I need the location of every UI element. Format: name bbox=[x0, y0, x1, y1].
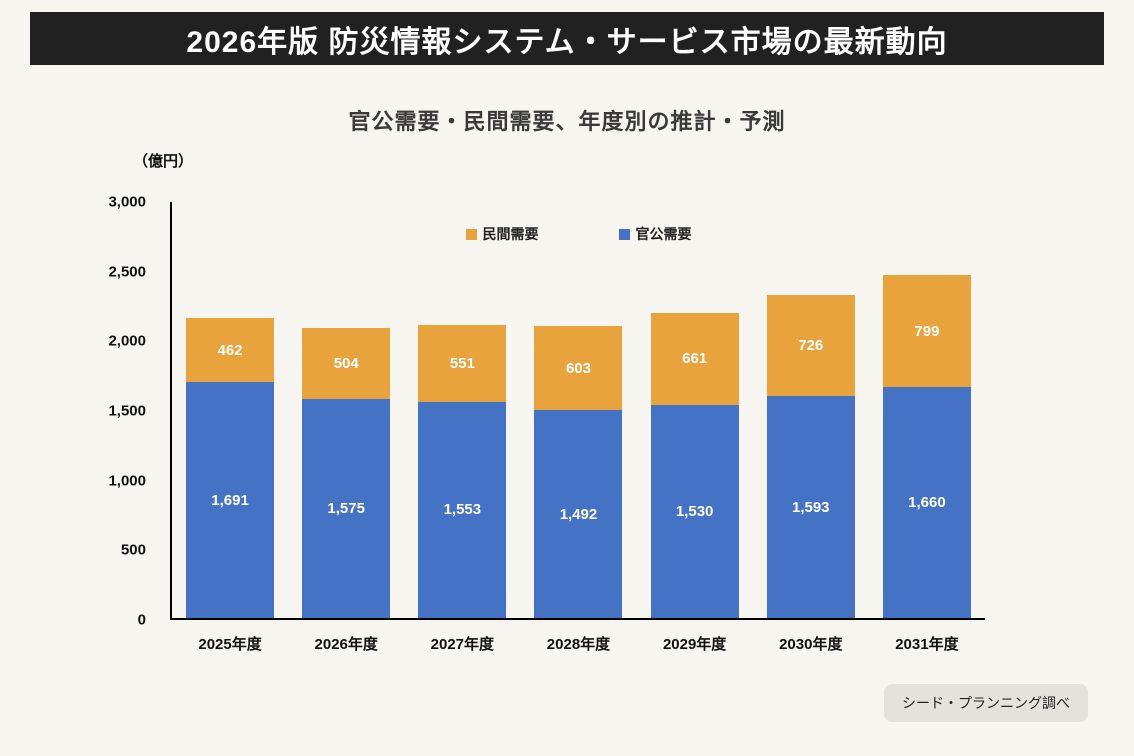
bar-value-label: 551 bbox=[449, 354, 475, 372]
bar-segment-private-demand: 661 bbox=[650, 312, 739, 405]
stacked-bar: 799 1,660 bbox=[882, 275, 971, 618]
bar-slot: 551 1,553 2027年度 bbox=[404, 202, 520, 653]
bar-segment-private-demand: 462 bbox=[186, 318, 275, 383]
bar-value-label: 462 bbox=[217, 341, 243, 359]
bar-segment-public-demand: 1,593 bbox=[766, 396, 855, 618]
y-tick-label: 500 bbox=[120, 541, 146, 559]
bars: 462 1,691 2025年度 504 1,575 2026年度 551 1,553 2027… bbox=[172, 202, 985, 653]
source-badge: シード・プランニング調べ bbox=[884, 684, 1088, 722]
bar-value-label: 1,492 bbox=[559, 505, 598, 523]
y-axis-unit-label: （億円） bbox=[133, 153, 194, 170]
y-tick-label: 3,000 bbox=[108, 193, 146, 211]
legend-swatch-icon bbox=[618, 228, 630, 240]
bar-slot: 661 1,530 2029年度 bbox=[637, 202, 753, 653]
stacked-bar: 504 1,575 bbox=[302, 328, 391, 618]
bar-segment-public-demand: 1,660 bbox=[882, 386, 971, 618]
y-tick-label: 1,500 bbox=[108, 402, 146, 420]
category-label: 2025年度 bbox=[198, 636, 262, 653]
bar-segment-private-demand: 726 bbox=[766, 294, 855, 397]
bar-segment-private-demand: 603 bbox=[534, 326, 623, 411]
bar-segment-public-demand: 1,575 bbox=[302, 398, 391, 618]
bar-value-label: 1,575 bbox=[327, 499, 365, 517]
bar-value-label: 726 bbox=[798, 336, 824, 354]
bar-segment-private-demand: 799 bbox=[882, 275, 971, 387]
bar-value-label: 1,691 bbox=[211, 491, 249, 509]
legend-label: 官公需要 bbox=[635, 226, 692, 242]
bar-segment-public-demand: 1,492 bbox=[534, 410, 623, 618]
category-label: 2030年度 bbox=[779, 636, 843, 653]
header-banner: 2026年版 防災情報システム・サービス市場の最新動向 bbox=[30, 12, 1104, 65]
legend-swatch-icon bbox=[465, 228, 477, 240]
bar-value-label: 1,530 bbox=[675, 502, 714, 520]
category-label: 2027年度 bbox=[430, 636, 495, 653]
category-label: 2026年度 bbox=[314, 636, 378, 653]
bar-value-label: 504 bbox=[333, 354, 359, 372]
bar-slot: 603 1,492 2028年度 bbox=[520, 202, 636, 653]
bar-segment-private-demand: 551 bbox=[418, 324, 507, 402]
bar-value-label: 661 bbox=[682, 350, 708, 368]
legend-item: 官公需要 bbox=[618, 224, 692, 244]
chart-title: 官公需要・民間需要、年度別の推計・予測 bbox=[348, 109, 786, 134]
page-title: 2026年版 防災情報システム・サービス市場の最新動向 bbox=[186, 25, 948, 59]
category-label: 2029年度 bbox=[662, 636, 727, 653]
bar-slot: 462 1,691 2025年度 bbox=[172, 202, 288, 653]
legend: 民間需要 官公需要 bbox=[465, 224, 692, 244]
stacked-bar: 603 1,492 bbox=[534, 326, 623, 618]
bar-segment-public-demand: 1,691 bbox=[186, 382, 275, 618]
plot-area: 民間需要 官公需要 462 1,691 2025年度 504 1,575 2026年度 551… bbox=[170, 202, 985, 653]
bar-value-label: 1,593 bbox=[791, 498, 830, 516]
bar-segment-public-demand: 1,530 bbox=[650, 404, 739, 618]
y-axis-labels: 0 500 1,000 1,500 2,000 2,500 3,000 bbox=[60, 194, 160, 629]
bar-segment-public-demand: 1,553 bbox=[418, 401, 507, 618]
stacked-bar: 726 1,593 bbox=[766, 294, 855, 618]
category-label: 2031年度 bbox=[895, 636, 959, 653]
stacked-bar: 661 1,530 bbox=[650, 312, 739, 618]
bar-slot: 799 1,660 2031年度 bbox=[869, 202, 985, 653]
y-tick-label: 0 bbox=[137, 611, 146, 629]
bar-slot: 504 1,575 2026年度 bbox=[288, 202, 404, 653]
stacked-bar: 462 1,691 bbox=[186, 318, 275, 618]
stacked-bar: 551 1,553 bbox=[418, 324, 507, 618]
bar-segment-private-demand: 504 bbox=[302, 328, 391, 399]
y-tick-label: 2,000 bbox=[108, 332, 146, 350]
bar-value-label: 603 bbox=[565, 359, 591, 377]
y-tick-label: 2,500 bbox=[108, 263, 146, 281]
y-tick-label: 1,000 bbox=[108, 472, 146, 490]
bar-value-label: 1,553 bbox=[443, 501, 482, 519]
bar-slot: 726 1,593 2030年度 bbox=[753, 202, 869, 653]
legend-item: 民間需要 bbox=[465, 224, 539, 244]
bar-value-label: 1,660 bbox=[908, 493, 946, 511]
legend-label: 民間需要 bbox=[482, 226, 539, 242]
bar-value-label: 799 bbox=[914, 322, 940, 340]
category-label: 2028年度 bbox=[546, 636, 611, 653]
